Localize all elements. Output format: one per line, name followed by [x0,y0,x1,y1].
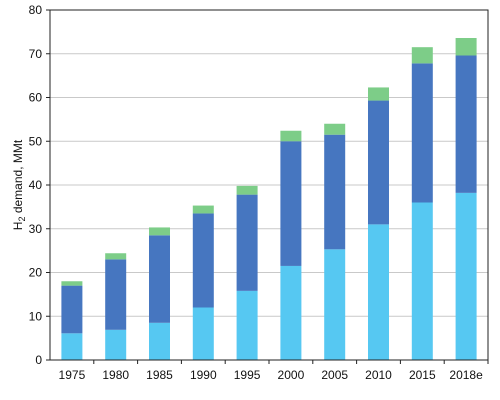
bar-segment-1995-series-2 [236,194,258,291]
bar-segment-2018e-series-1 [455,192,477,360]
bar-segment-2000-series-1 [280,265,302,360]
bar-segment-2010-series-3 [368,87,389,101]
y-tick-label: 10 [29,309,43,323]
x-tick-label-1995: 1995 [234,368,261,382]
y-tick-label: 60 [29,91,43,105]
bar-segment-1980-series-3 [105,253,127,260]
bar-segment-1995-series-1 [236,290,258,360]
bar-segment-1975-series-1 [61,333,83,360]
y-axis-title: H2 demand, MMt [11,139,27,230]
bar-segment-1980-series-1 [105,329,127,360]
bar-segment-2010-series-1 [368,224,389,360]
y-axis-title-subscript: 2 [17,217,27,222]
y-tick-label: 30 [29,222,43,236]
y-axis-title-h: H [11,222,25,231]
bar-segment-2005-series-3 [324,123,346,135]
y-axis-title-rest: demand, MMt [11,139,25,216]
bar-segment-1975-series-3 [61,281,83,286]
bar-segment-1975-series-2 [61,285,83,334]
y-axis-ticks: 0 10 20 30 40 50 60 70 80 [29,3,50,367]
x-tick-label-1985: 1985 [146,368,173,382]
bar-segment-2015-series-1 [411,202,433,360]
x-axis-ticks: 1975 1980 1985 1990 1995 2000 2005 2010 2015 2018… [59,360,489,382]
y-tick-label: 20 [29,266,43,280]
bar-segment-2015-series-3 [411,47,433,64]
x-tick-label-1990: 1990 [190,368,217,382]
y-tick-label: 0 [35,353,42,367]
bar-segment-1985-series-1 [149,322,170,360]
bar-segment-2010-series-2 [368,100,389,225]
bar-segment-1980-series-2 [105,259,127,330]
x-tick-label-2010: 2010 [365,368,392,382]
x-tick-label-1975: 1975 [59,368,86,382]
bar-segment-2005-series-2 [324,134,346,250]
y-tick-label: 70 [29,47,43,61]
y-tick-label: 40 [29,178,43,192]
x-tick-label-2000: 2000 [278,368,305,382]
bar-segment-2018e-series-2 [455,55,477,193]
bar-segment-2005-series-1 [324,249,346,360]
x-tick-label-2015: 2015 [409,368,436,382]
bar-segment-1995-series-3 [236,185,258,195]
bar-segment-2015-series-2 [411,63,433,203]
bar-segment-1990-series-2 [192,213,214,308]
bar-segment-1985-series-2 [149,235,170,323]
bar-segment-1985-series-3 [149,227,170,236]
bar-segment-1990-series-3 [192,205,214,214]
x-tick-label-2018e: 2018e [449,368,483,382]
bar-segment-2000-series-2 [280,141,302,266]
bar-segment-1990-series-1 [192,307,214,360]
x-tick-label-2005: 2005 [321,368,348,382]
y-tick-label: 50 [29,134,43,148]
x-tick-label-1980: 1980 [102,368,129,382]
bar-segment-2000-series-3 [280,130,302,142]
bars [61,38,477,360]
y-tick-label: 80 [29,3,43,17]
bar-segment-2018e-series-3 [455,38,477,56]
